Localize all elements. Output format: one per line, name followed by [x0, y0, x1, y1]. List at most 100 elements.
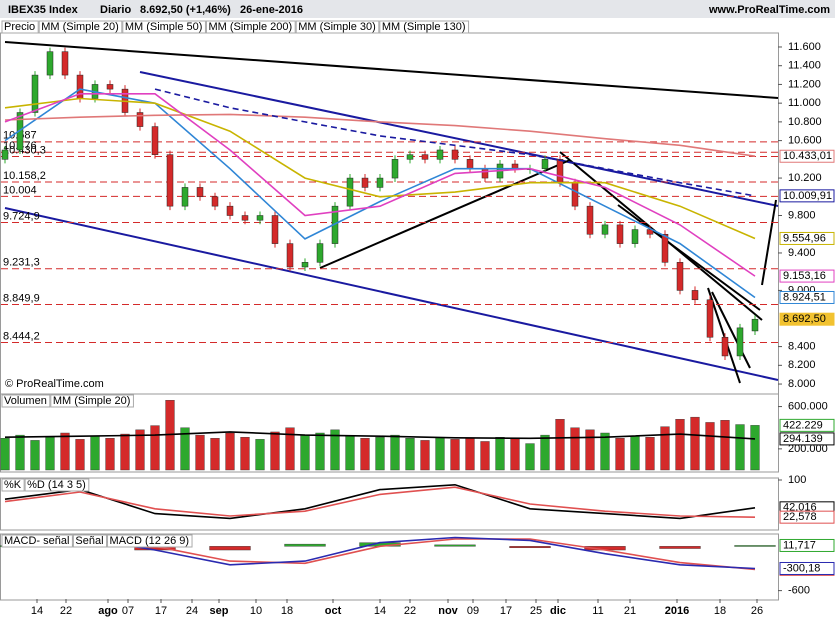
bar — [540, 434, 550, 471]
bar — [0, 438, 10, 471]
candle — [106, 84, 114, 90]
x-tick-label: 22 — [404, 605, 416, 617]
trend-line — [617, 204, 761, 311]
x-tick-label: 09 — [467, 605, 479, 617]
bar — [405, 438, 415, 471]
candle — [406, 154, 414, 160]
legend-item: MM (Simple 20) — [41, 21, 119, 33]
candle — [661, 233, 669, 263]
trend-line — [761, 199, 777, 286]
bar — [375, 437, 385, 471]
legend-item: MM (Simple 200) — [208, 21, 292, 33]
legend-item: %D (14 3 5) — [27, 479, 86, 491]
bar — [210, 438, 220, 471]
value-box — [779, 312, 835, 326]
value-box — [779, 189, 835, 203]
trend-line — [707, 287, 741, 384]
copyright: © ProRealTime.com — [5, 378, 104, 390]
bar — [180, 427, 190, 471]
legend-box — [50, 394, 134, 408]
x-tick-label: dic — [550, 605, 566, 617]
value-box — [779, 290, 835, 304]
value-label: 22,578 — [783, 511, 817, 523]
bar — [345, 435, 355, 471]
value-box — [779, 418, 835, 432]
legend-item: MACD (12 26 9) — [110, 535, 189, 547]
legend-item: MM (Simple 130) — [382, 21, 466, 33]
value-label: 8.924,51 — [783, 291, 826, 303]
candle — [211, 196, 219, 207]
bar — [450, 439, 460, 471]
period: Diario — [100, 4, 131, 16]
y-tick-label: 10.200 — [788, 172, 822, 184]
x-tick-label: 21 — [624, 605, 636, 617]
value-box — [779, 561, 835, 575]
candle — [571, 182, 579, 207]
candle — [376, 177, 384, 188]
y-tick-label: 9.400 — [788, 247, 816, 259]
bar — [390, 434, 400, 471]
overlay: Precio MM (Simple 20) MM (Simple 50) MM (Si… — [1, 20, 470, 548]
y-tick-label: 9.800 — [788, 209, 816, 221]
x-tick-label: 22 — [60, 605, 72, 617]
level-label: 10.004 — [3, 184, 37, 196]
bar — [615, 438, 625, 471]
value-label: 9.153,16 — [783, 270, 826, 282]
candle — [361, 177, 369, 188]
series-line — [4, 113, 756, 157]
x-tick-label: 2016 — [665, 605, 689, 617]
legend-item: Precio — [4, 21, 35, 33]
value-box — [779, 538, 835, 552]
x-tick-label: 11 — [592, 605, 603, 617]
bar — [495, 437, 505, 471]
bar — [255, 439, 265, 471]
bar — [270, 431, 280, 471]
series-line — [154, 88, 756, 197]
candle — [421, 154, 429, 160]
bar — [420, 440, 430, 471]
series-line — [4, 88, 756, 299]
bar — [330, 429, 340, 471]
value-label: 10.009,91 — [783, 190, 832, 202]
y-tick-label: 11.000 — [788, 97, 821, 109]
candle — [691, 290, 699, 301]
candle — [151, 126, 159, 155]
y-tick-label: 11.200 — [788, 78, 821, 90]
bar — [659, 546, 701, 549]
candle — [601, 224, 609, 235]
bar — [735, 424, 745, 471]
site: www.ProRealTime.com — [708, 4, 830, 16]
bar — [285, 427, 295, 471]
legend-box — [72, 534, 108, 548]
series-line — [4, 93, 756, 277]
x-tick-label: 24 — [186, 605, 198, 617]
level-label: 9.231,3 — [3, 257, 40, 269]
date: 26-ene-2016 — [240, 4, 303, 16]
bar — [570, 427, 580, 471]
candle — [136, 112, 144, 127]
level-label: 10.158,2 — [3, 170, 46, 182]
bar — [75, 439, 85, 471]
x-tick-label: 14 — [374, 605, 386, 617]
bar — [734, 545, 776, 547]
candle — [481, 168, 489, 179]
series-line — [4, 486, 756, 518]
bar — [509, 546, 551, 549]
legend-item: Volumen — [4, 395, 47, 407]
trend-line — [139, 71, 779, 207]
bar — [690, 416, 700, 471]
bar — [750, 425, 760, 471]
candle — [31, 74, 39, 113]
candle — [391, 159, 399, 179]
y-tick-label: 8.000 — [788, 378, 816, 390]
legend-item: Señal — [75, 535, 103, 547]
x-tick-label: 25 — [530, 605, 542, 617]
bar — [225, 432, 235, 471]
bar — [15, 434, 25, 471]
bar — [300, 434, 310, 471]
level-label: 8.444,2 — [3, 330, 40, 342]
legend-box — [122, 20, 206, 34]
value-label: 42,016 — [783, 502, 817, 514]
legend-box — [295, 20, 380, 34]
bar — [600, 432, 610, 471]
